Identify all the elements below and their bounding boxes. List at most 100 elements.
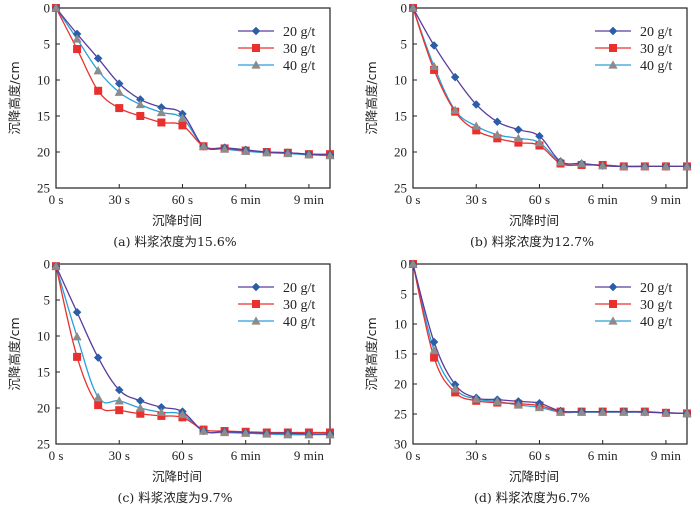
data-point: [114, 79, 124, 88]
x-tick-label: 0 s: [406, 192, 421, 207]
data-point: [136, 409, 145, 418]
data-point: [283, 148, 293, 158]
data-point: [220, 427, 230, 437]
data-point: [177, 113, 188, 122]
series-markers-40gt: [408, 259, 692, 418]
data-point: [471, 100, 481, 109]
data-point: [93, 353, 103, 362]
y-tick-label: 10: [394, 73, 407, 88]
x-tick-label: 0 s: [406, 448, 421, 463]
legend-marker: [608, 60, 618, 69]
data-point: [156, 407, 166, 416]
y-tick-label: 15: [394, 347, 407, 362]
x-tick-label: 9 min: [651, 448, 681, 463]
x-tick-label: 6 min: [588, 448, 618, 463]
data-point: [408, 259, 418, 268]
data-point: [450, 384, 460, 393]
data-point: [198, 141, 209, 150]
data-point: [471, 121, 481, 130]
x-axis-title: 沉降时间: [509, 469, 559, 484]
data-point: [136, 112, 145, 120]
y-tick-label: 10: [394, 317, 407, 332]
series-markers-40gt: [408, 3, 692, 171]
y-tick-label: 5: [44, 293, 51, 308]
legend-label: 20 g/t: [640, 281, 672, 296]
x-tick-label: 60 s: [172, 448, 193, 463]
legend-marker: [608, 282, 618, 292]
y-tick-label: 20: [37, 401, 50, 416]
y-axis-title: 沉降高度/cm: [7, 317, 22, 390]
series-markers-40gt: [51, 3, 335, 160]
x-tick-label: 60 s: [529, 192, 550, 207]
legend-marker: [251, 60, 261, 69]
data-point: [577, 407, 587, 416]
legend-marker: [252, 300, 260, 308]
x-tick-label: 9 min: [294, 192, 324, 207]
legend: 20 g/t 30 g/t 40 g/t: [238, 281, 315, 330]
y-tick-label: 25: [394, 181, 407, 196]
y-tick-label: 25: [37, 181, 50, 196]
data-point: [241, 146, 251, 155]
data-point: [513, 400, 523, 409]
data-point: [93, 54, 103, 63]
data-point: [640, 161, 650, 171]
y-tick-label: 15: [37, 365, 50, 380]
data-point: [114, 396, 124, 405]
legend-marker: [608, 316, 618, 325]
data-point: [577, 158, 587, 168]
x-tick-label: 6 min: [231, 448, 261, 463]
legend: 20 g/t 30 g/t 40 g/t: [238, 25, 315, 74]
y-tick-label: 20: [37, 145, 50, 160]
data-point: [450, 72, 460, 82]
y-axis-title: 沉降高度/cm: [364, 317, 379, 390]
x-tick-label: 30 s: [109, 448, 130, 463]
panel-b: 0 5 10 15 20 25 0 s 30 s 60 s 6 min 9 min 沉降时间 沉降高度/…: [357, 0, 700, 256]
legend-marker: [252, 44, 260, 52]
data-point: [135, 403, 145, 412]
y-tick-label: 5: [401, 37, 408, 52]
x-tick-label: 0 s: [49, 448, 64, 463]
legend-marker: [251, 316, 261, 325]
chart-caption: (d) 料浆浓度为6.7%: [474, 490, 590, 505]
data-point: [661, 408, 671, 417]
data-point: [408, 3, 418, 12]
x-axis-title: 沉降时间: [152, 213, 202, 228]
data-point: [156, 107, 166, 117]
data-point: [555, 157, 566, 166]
y-tick-label: 15: [394, 109, 407, 124]
y-tick-label: 25: [394, 407, 407, 422]
chart-c: 0 5 10 15 20 250 s 30 s 60 s 6 min 9 min 沉降时间 沉降高度/…: [7, 257, 335, 505]
y-tick-label: 20: [394, 145, 407, 160]
y-tick-label: 20: [394, 377, 407, 392]
x-tick-label: 60 s: [172, 192, 193, 207]
x-tick-label: 0 s: [49, 192, 64, 207]
data-point: [325, 151, 335, 160]
y-tick-label: 5: [401, 287, 408, 302]
plot-frame: [55, 7, 331, 189]
legend-label: 40 g/t: [640, 315, 672, 330]
chart-b: 0 5 10 15 20 250 s 30 s 60 s 6 min 9 min 沉降时间 沉降高度/…: [364, 1, 692, 249]
x-axis-title: 沉降时间: [152, 469, 202, 484]
data-point: [471, 394, 481, 403]
data-point: [619, 407, 629, 416]
data-point: [430, 353, 439, 362]
data-point: [304, 430, 314, 439]
data-point: [72, 332, 82, 341]
legend-marker: [251, 26, 261, 36]
data-point: [262, 429, 272, 438]
data-point: [534, 138, 545, 147]
data-point: [178, 121, 187, 130]
data-point: [93, 66, 103, 75]
data-point: [682, 408, 692, 418]
plot-frame: [55, 263, 331, 445]
y-tick-label: 30: [394, 437, 407, 452]
panel-a: 0 5 10 15 20 25 0 s 30 s 60 s 6 min 9 min 沉降时间 沉降高度/…: [0, 0, 350, 256]
data-point: [682, 161, 692, 171]
legend: 20 g/t 30 g/t 40 g/t: [595, 25, 672, 74]
data-point: [220, 144, 230, 153]
data-point: [598, 161, 608, 170]
y-tick-label: 0: [44, 257, 51, 272]
chart-caption: (b) 料浆浓度为12.7%: [470, 234, 594, 249]
legend: 20 g/t 30 g/t 40 g/t: [595, 281, 672, 330]
x-tick-label: 6 min: [231, 192, 261, 207]
